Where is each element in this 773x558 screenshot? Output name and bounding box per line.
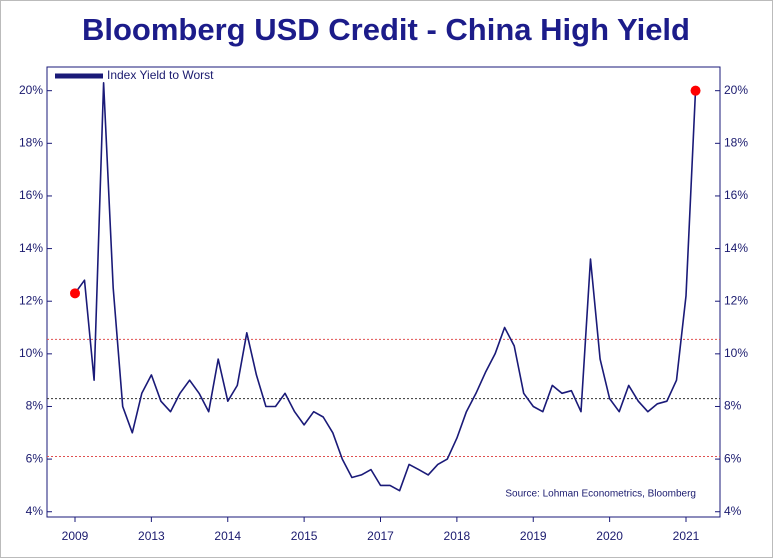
y-tick-label: 18% bbox=[19, 135, 43, 149]
source-note: Source: Lohman Econometrics, Bloomberg bbox=[505, 489, 696, 500]
y-tick-label: 4% bbox=[26, 504, 44, 518]
x-tick-label: 2019 bbox=[520, 529, 547, 543]
y2-tick-label: 8% bbox=[724, 399, 742, 413]
y2-tick-label: 4% bbox=[724, 504, 742, 518]
y-tick-label: 8% bbox=[26, 399, 44, 413]
y-tick-label: 6% bbox=[26, 451, 44, 465]
y2-tick-label: 16% bbox=[724, 188, 748, 202]
x-tick-label: 2017 bbox=[367, 529, 394, 543]
y2-tick-label: 12% bbox=[724, 293, 748, 307]
endpoint-marker bbox=[690, 85, 701, 96]
y2-tick-label: 20% bbox=[724, 83, 748, 97]
x-tick-label: 2009 bbox=[62, 529, 89, 543]
y2-tick-label: 18% bbox=[724, 135, 748, 149]
plot-area bbox=[46, 66, 721, 518]
x-tick-label: 2021 bbox=[673, 529, 700, 543]
y2-tick-label: 14% bbox=[724, 241, 748, 255]
series-line bbox=[74, 82, 697, 492]
x-tick-label: 2015 bbox=[291, 529, 318, 543]
y-tick-label: 20% bbox=[19, 83, 43, 97]
y-tick-label: 16% bbox=[19, 188, 43, 202]
chart-title: Bloomberg USD Credit - China High Yield bbox=[82, 12, 690, 47]
x-tick-label: 2014 bbox=[214, 529, 241, 543]
x-tick-label: 2013 bbox=[138, 529, 165, 543]
y-tick-label: 12% bbox=[19, 293, 43, 307]
legend-label: Index Yield to Worst bbox=[107, 68, 214, 82]
x-tick-label: 2020 bbox=[596, 529, 623, 543]
y2-tick-label: 10% bbox=[724, 346, 748, 360]
y2-tick-label: 6% bbox=[724, 451, 742, 465]
y-tick-label: 10% bbox=[19, 346, 43, 360]
y-tick-label: 14% bbox=[19, 241, 43, 255]
endpoint-marker bbox=[70, 288, 80, 299]
x-tick-label: 2018 bbox=[444, 529, 471, 543]
